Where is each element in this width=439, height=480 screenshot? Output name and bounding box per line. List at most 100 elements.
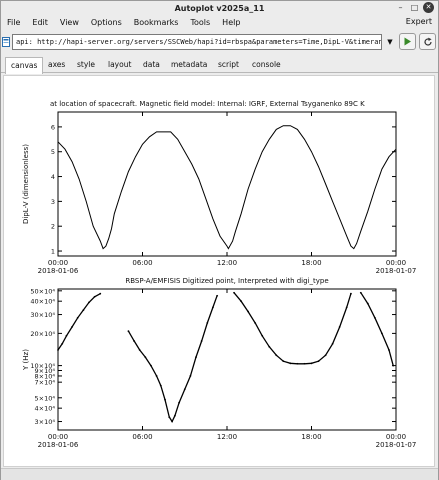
y-tick-label: 2: [51, 223, 55, 231]
data-point: [82, 309, 85, 312]
menu-file[interactable]: File: [7, 17, 21, 27]
y-tick-label: 4×10⁴: [35, 405, 56, 413]
title-bar[interactable]: Autoplot v2025a_11 – □ ✕: [1, 1, 438, 15]
data-point: [99, 292, 102, 295]
data-point: [268, 345, 271, 348]
series-line: [360, 292, 394, 366]
data-point: [206, 322, 209, 324]
plots-svg: at location of spacecraft. Magnetic fiel…: [22, 100, 417, 449]
data-point: [164, 398, 166, 401]
refresh-icon: [423, 37, 432, 46]
tab-axes[interactable]: axes: [48, 60, 66, 69]
data-point: [303, 362, 306, 365]
y-tick-label: 9×10⁴: [35, 367, 56, 375]
y-tick-label: 5: [51, 148, 55, 156]
go-button[interactable]: [399, 33, 416, 50]
chart-title: RBSP-A/EMFISIS Digitized point, Interpre…: [125, 277, 328, 285]
data-point: [275, 354, 278, 357]
data-point: [212, 306, 214, 309]
tab-data[interactable]: data: [143, 60, 160, 69]
data-point: [310, 362, 313, 365]
x-tick-label: 00:00: [386, 433, 406, 441]
data-point: [61, 342, 64, 345]
menu-bar: File Edit View Options Bookmarks Tools H…: [1, 15, 438, 29]
tab-canvas[interactable]: canvas: [5, 57, 44, 74]
data-point: [127, 330, 130, 333]
chart-title: at location of spacecraft. Magnetic fiel…: [50, 100, 365, 108]
menu-edit[interactable]: Edit: [32, 17, 48, 27]
data-point: [178, 401, 181, 404]
plot-frame: [57, 111, 397, 257]
data-point: [331, 342, 334, 345]
data-point: [392, 364, 395, 367]
plot-canvas[interactable]: at location of spacecraft. Magnetic fiel…: [3, 75, 435, 467]
window-title: Autoplot v2025a_11: [174, 3, 265, 13]
data-point: [150, 364, 152, 367]
x-date-label: 2018-01-06: [38, 441, 79, 449]
series-line: [57, 125, 397, 250]
tab-style[interactable]: style: [77, 60, 95, 69]
tab-console[interactable]: console: [252, 60, 281, 69]
y-tick-label: 3×10⁴: [35, 418, 56, 426]
minimize-icon[interactable]: –: [398, 3, 403, 12]
data-point: [138, 349, 141, 351]
data-point: [366, 302, 369, 305]
x-date-label: 2018-01-06: [38, 267, 79, 275]
menu-bookmarks[interactable]: Bookmarks: [133, 17, 179, 27]
data-point: [88, 301, 90, 304]
tab-bar: canvas axes style layout data metadata s…: [1, 57, 438, 74]
maximize-icon[interactable]: □: [410, 3, 419, 12]
data-point: [133, 340, 135, 342]
series-line: [127, 295, 218, 423]
reload-button[interactable]: [419, 33, 436, 50]
data-point: [76, 316, 79, 319]
x-tick-label: 00:00: [48, 259, 68, 267]
y-tick-label: 50×10⁴: [30, 287, 55, 295]
data-point: [233, 291, 235, 294]
data-point: [65, 334, 68, 337]
data-point: [240, 300, 242, 303]
chevron-down-icon[interactable]: ▼: [387, 38, 393, 46]
status-bar: [1, 468, 438, 480]
data-point: [200, 340, 203, 342]
tab-layout[interactable]: layout: [108, 60, 132, 69]
menu-options[interactable]: Options: [90, 17, 122, 27]
x-tick-label: 18:00: [301, 259, 321, 267]
series-line: [57, 293, 101, 351]
data-point: [216, 294, 219, 297]
y-tick-label: 30×10⁴: [30, 311, 55, 319]
toolbar: api: http://hapi-server.org/servers/SSCW…: [1, 31, 438, 53]
y-tick-label: 20×10⁴: [30, 330, 55, 338]
x-tick-label: 12:00: [217, 259, 237, 267]
document-icon: [2, 37, 10, 47]
tab-metadata[interactable]: metadata: [171, 60, 208, 69]
x-tick-label: 00:00: [386, 259, 406, 267]
x-date-label: 2018-01-07: [376, 441, 417, 449]
url-input[interactable]: api: http://hapi-server.org/servers/SSCW…: [12, 34, 382, 50]
y-tick-label: 3: [51, 198, 55, 206]
y-axis-label: Y (Hz): [22, 349, 30, 371]
data-point: [388, 349, 390, 351]
y-axis-label: DipL-V (dimensionless): [22, 144, 30, 224]
menu-tools[interactable]: Tools: [190, 17, 211, 27]
close-icon[interactable]: ✕: [423, 2, 434, 13]
data-point: [144, 356, 147, 359]
data-point: [173, 414, 176, 417]
data-point: [373, 316, 376, 319]
y-tick-label: 8×10⁴: [35, 372, 56, 380]
y-tick-label: 6: [51, 123, 55, 131]
data-point: [195, 356, 197, 359]
y-tick-label: 10×10⁴: [30, 362, 55, 370]
tab-script[interactable]: script: [218, 60, 239, 69]
y-tick-label: 1: [51, 248, 55, 256]
menu-view[interactable]: View: [59, 17, 79, 27]
menu-help[interactable]: Help: [222, 17, 241, 27]
data-point: [171, 420, 173, 423]
data-point: [168, 416, 171, 419]
y-tick-label: 5×10⁴: [35, 394, 56, 402]
data-point: [183, 388, 186, 391]
menu-expert[interactable]: Expert: [405, 17, 432, 26]
x-tick-label: 18:00: [301, 433, 321, 441]
data-point: [350, 292, 352, 295]
x-tick-label: 06:00: [132, 433, 152, 441]
